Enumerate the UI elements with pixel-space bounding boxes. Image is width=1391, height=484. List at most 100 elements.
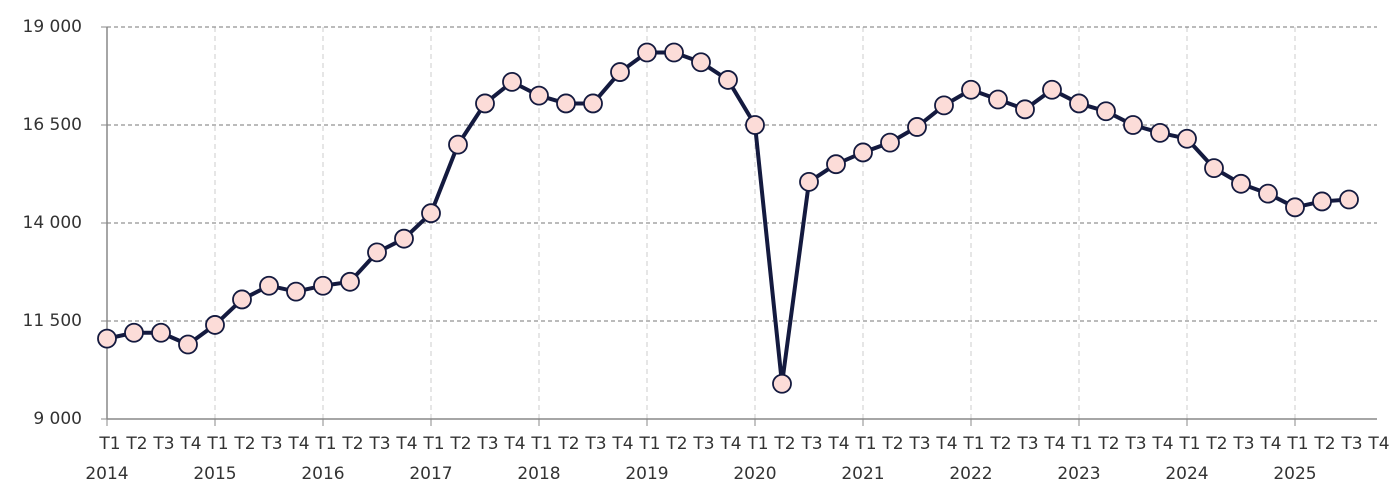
x-tick-label: T4	[1151, 434, 1173, 454]
y-tick-label: 16 500	[23, 115, 82, 135]
point	[1123, 115, 1143, 135]
year-label: 2019	[625, 464, 668, 484]
x-tick-label: T1	[962, 434, 984, 454]
point	[1096, 101, 1116, 122]
point	[1285, 197, 1305, 218]
x-tick-label: T2	[1097, 434, 1119, 454]
point	[1231, 173, 1251, 194]
point	[421, 203, 441, 224]
point	[1204, 158, 1224, 179]
x-tick-label: T1	[530, 434, 552, 454]
point	[745, 115, 765, 135]
x-tick-label: T3	[908, 434, 930, 454]
point	[799, 171, 819, 192]
x-tick-label: T2	[1313, 434, 1335, 454]
x-tick-label: T4	[611, 434, 633, 454]
point	[232, 289, 252, 310]
x-tick-label: T2	[449, 434, 471, 454]
x-tick-label: T1	[314, 434, 336, 454]
x-tick-label: T1	[206, 434, 228, 454]
point	[826, 154, 846, 175]
year-label: 2020	[733, 464, 776, 484]
x-tick-label: T2	[989, 434, 1011, 454]
point	[961, 79, 981, 100]
point	[394, 228, 414, 249]
point	[1015, 99, 1035, 120]
x-tick-label: T1	[422, 434, 444, 454]
x-tick-label: T2	[1205, 434, 1227, 454]
x-tick-label: T3	[476, 434, 498, 454]
point	[340, 271, 360, 292]
point	[448, 134, 468, 155]
point	[313, 275, 333, 296]
point	[259, 275, 279, 296]
point	[691, 52, 711, 73]
point	[1042, 79, 1062, 100]
point	[637, 42, 657, 63]
year-label: 2014	[85, 464, 128, 484]
x-tick-label: T1	[746, 434, 768, 454]
x-tick-label: T3	[1340, 434, 1362, 454]
x-tick-label: T2	[881, 434, 903, 454]
x-tick-label: T2	[233, 434, 255, 454]
point	[367, 242, 387, 263]
point	[1177, 128, 1197, 149]
x-tick-label: T4	[503, 434, 525, 454]
x-tick-label: T4	[1367, 434, 1389, 454]
year-label: 2016	[301, 464, 344, 484]
point	[610, 62, 630, 82]
point	[529, 85, 549, 106]
x-tick-label: T4	[719, 434, 741, 454]
x-tick-label: T1	[1178, 434, 1200, 454]
x-tick-label: T4	[287, 434, 309, 454]
x-tick-label: T4	[1043, 434, 1065, 454]
point	[475, 93, 495, 114]
year-label: 2015	[193, 464, 236, 484]
point	[1312, 191, 1332, 212]
point	[880, 132, 900, 153]
x-tick-label: T1	[1286, 434, 1308, 454]
y-tick-label: 14 000	[23, 213, 82, 233]
point	[1258, 183, 1278, 204]
x-tick-label: T3	[260, 434, 282, 454]
point	[97, 328, 117, 349]
x-tick-label: T4	[179, 434, 201, 454]
year-label: 2023	[1057, 464, 1100, 484]
x-tick-label: T2	[557, 434, 579, 454]
point	[151, 322, 171, 343]
x-tick-label: T3	[1232, 434, 1254, 454]
year-label: 2021	[841, 464, 884, 484]
point	[772, 373, 792, 394]
x-tick-label: T3	[1124, 434, 1146, 454]
line	[106, 50, 1350, 386]
x-tick-label: T2	[341, 434, 363, 454]
x-tick-label: T4	[827, 434, 849, 454]
point	[664, 42, 684, 63]
point	[1339, 189, 1359, 210]
x-tick-label: T3	[152, 434, 174, 454]
x-tick-label: T1	[1070, 434, 1092, 454]
x-tick-label: T3	[368, 434, 390, 454]
point	[853, 142, 873, 163]
x-tick-label: T3	[584, 434, 606, 454]
point	[934, 95, 954, 116]
x-tick-label: T2	[665, 434, 687, 454]
point	[907, 117, 927, 137]
year-label: 2018	[517, 464, 560, 484]
year-label: 2025	[1273, 464, 1316, 484]
point	[286, 281, 306, 302]
point	[583, 93, 603, 114]
point	[502, 71, 522, 92]
y-tick-label: 19 000	[23, 17, 82, 37]
y-tick-label: 9 000	[33, 409, 82, 429]
x-tick-label: T1	[854, 434, 876, 454]
point	[124, 322, 144, 343]
x-tick-label: T4	[1259, 434, 1281, 454]
year-label: 2017	[409, 464, 452, 484]
x-tick-label: T4	[395, 434, 417, 454]
x-tick-label: T3	[1016, 434, 1038, 454]
x-tick-label: T2	[125, 434, 147, 454]
x-tick-label: T1	[638, 434, 660, 454]
year-label: 2024	[1165, 464, 1208, 484]
